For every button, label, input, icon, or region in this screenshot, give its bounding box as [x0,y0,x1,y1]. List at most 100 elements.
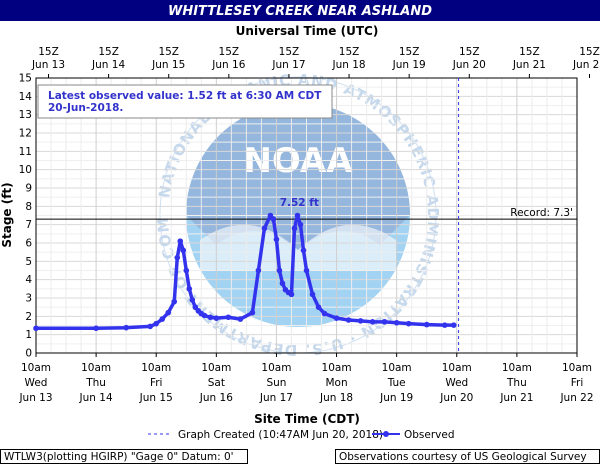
y-tick-label: 0 [25,348,32,360]
bottom-tick-date: Jun 22 [559,392,593,404]
bottom-tick-date: Jun 19 [379,392,413,404]
x-axis-title: Site Time (CDT) [254,412,360,426]
bottom-tick-day: Fri [571,377,584,389]
observed-point [441,322,448,328]
observed-point [261,225,268,232]
bottom-tick-date: Jun 15 [139,392,173,404]
observed-point [333,315,340,321]
y-tick-label: 6 [25,238,32,250]
y-tick-label: 10 [19,164,32,176]
legend-graph-created-label: Graph Created (10:47AM Jun 20, 2018) [178,429,383,441]
bottom-tick-date: Jun 17 [259,392,293,404]
bottom-tick-time: 10am [382,362,412,374]
observed-point [33,325,39,332]
observed-point [381,319,388,325]
observed-point [237,316,244,322]
bottom-tick-time: 10am [261,362,291,374]
observed-point [309,291,316,298]
observed-point [345,317,352,323]
observed-point [405,320,412,327]
legend-observed-label: Observed [404,429,455,441]
record-label: Record: 7.3' [510,207,573,219]
top-tick-date: Jun 16 [211,59,245,71]
observed-point [450,322,457,328]
top-tick-label: 15Z [459,46,480,58]
peak-label: 7.52 ft [280,197,319,209]
bottom-tick-time: 10am [201,362,231,374]
top-tick-label: 15Z [399,46,420,58]
observed-point [255,267,262,274]
latest-box [37,84,333,119]
plot-border [35,77,578,354]
observed-point [294,212,301,219]
legend: Graph Created (10:47AM Jun 20, 2018) Obs… [148,429,455,441]
bottom-tick-time: 10am [81,362,111,374]
bottom-tick-time: 10am [141,362,171,374]
title-bar [0,0,600,21]
observed-point [183,267,190,274]
observed-point [393,319,400,326]
observed-point [213,315,220,321]
observed-point [153,320,160,327]
top-tick-label: 15Z [38,46,59,58]
observed-point [300,247,307,254]
y-tick-label: 11 [19,146,32,158]
top-tick-label: 15Z [519,46,540,58]
bottom-tick-time: 10am [442,362,472,374]
top-tick-label: 15Z [339,46,360,58]
observed-point [303,267,310,274]
top-tick-label: 15Z [279,46,300,58]
top-tick-date: Jun 21 [512,59,546,71]
top-tick-date: Jun 20 [452,59,486,71]
observed-point [174,254,181,261]
y-tick-label: 14 [19,91,33,103]
observed-point [165,309,172,316]
observed-point [357,318,364,324]
y-tick-label: 3 [25,293,32,305]
top-tick-date: Jun 13 [31,59,65,71]
y-tick-label: 8 [25,201,32,213]
bottom-tick-day: Sat [208,377,225,389]
observed-point [270,216,277,222]
bottom-tick-date: Jun 20 [439,392,473,404]
observed-point [288,291,295,298]
bottom-tick-date: Jun 16 [199,392,233,404]
observed-point [171,298,178,305]
observed-point [321,310,328,317]
observed-point [159,316,166,322]
y-tick-label: 1 [25,329,32,341]
top-tick-label: 15Z [98,46,119,58]
bottom-tick-day: Tue [387,377,406,389]
bottom-tick-day: Thu [506,377,527,389]
top-tick-date: Jun 22 [572,59,600,71]
bottom-tick-day: Mon [325,377,347,389]
observed-point [201,312,208,319]
observed-point [297,221,304,228]
y-tick-label: 4 [25,274,32,286]
bottom-tick-day: Fri [150,377,163,389]
bottom-tick-day: Thu [85,377,106,389]
top-tick-date: Jun 19 [392,59,426,71]
top-tick-date: Jun 17 [271,59,305,71]
observed-point [123,324,129,331]
bottom-tick-time: 10am [322,362,352,374]
observed-point [189,297,196,303]
y-tick-label: 9 [25,183,32,195]
footer-credit: Observations courtesy of US Geological S… [335,449,600,464]
y-tick-label: 12 [19,128,32,140]
top-tick-date: Jun 14 [91,59,125,71]
observed-point [276,267,283,274]
top-tick-date: Jun 18 [332,59,366,71]
observed-point [315,304,322,310]
bottom-tick-date: Jun 18 [319,392,353,404]
top-tick-label: 15Z [579,46,600,58]
top-tick-label: 15Z [158,46,179,58]
observed-point [186,286,193,292]
y-axis-title: Stage (ft) [0,182,14,247]
observed-point [291,225,298,232]
y-tick-label: 2 [25,311,32,323]
observed-point [273,236,280,243]
y-tick-label: 7 [25,219,32,231]
